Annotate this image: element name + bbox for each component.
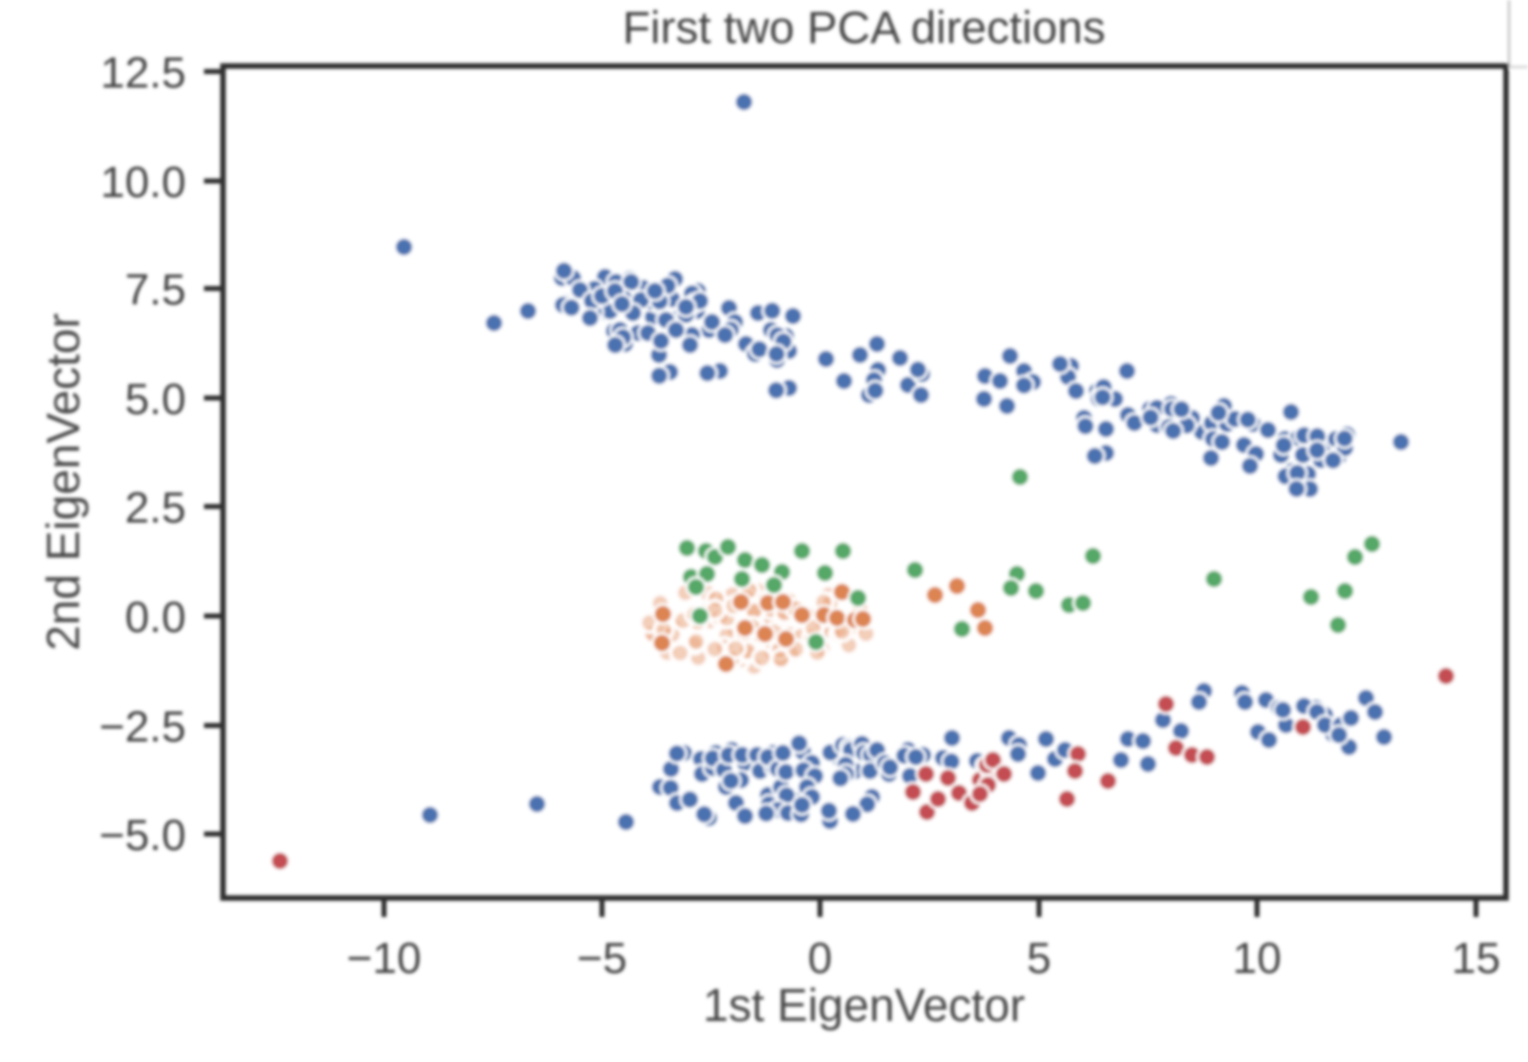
svg-text:2.5: 2.5: [125, 484, 186, 533]
svg-text:10.0: 10.0: [100, 158, 186, 207]
svg-text:7.5: 7.5: [125, 266, 186, 315]
svg-text:10: 10: [1233, 934, 1282, 983]
svg-text:1st EigenVector: 1st EigenVector: [703, 979, 1025, 1031]
svg-text:First two PCA directions: First two PCA directions: [623, 2, 1106, 53]
svg-text:−5.0: −5.0: [99, 811, 186, 860]
svg-text:2nd EigenVector: 2nd EigenVector: [37, 313, 89, 651]
svg-text:5: 5: [1027, 934, 1051, 983]
svg-text:5.0: 5.0: [125, 375, 186, 424]
svg-text:0: 0: [808, 934, 832, 983]
svg-text:12.5: 12.5: [100, 49, 186, 98]
svg-text:−2.5: −2.5: [99, 703, 186, 752]
svg-text:−5: −5: [577, 934, 627, 983]
svg-text:15: 15: [1452, 934, 1501, 983]
svg-text:−10: −10: [347, 934, 422, 983]
svg-text:0.0: 0.0: [125, 593, 186, 642]
